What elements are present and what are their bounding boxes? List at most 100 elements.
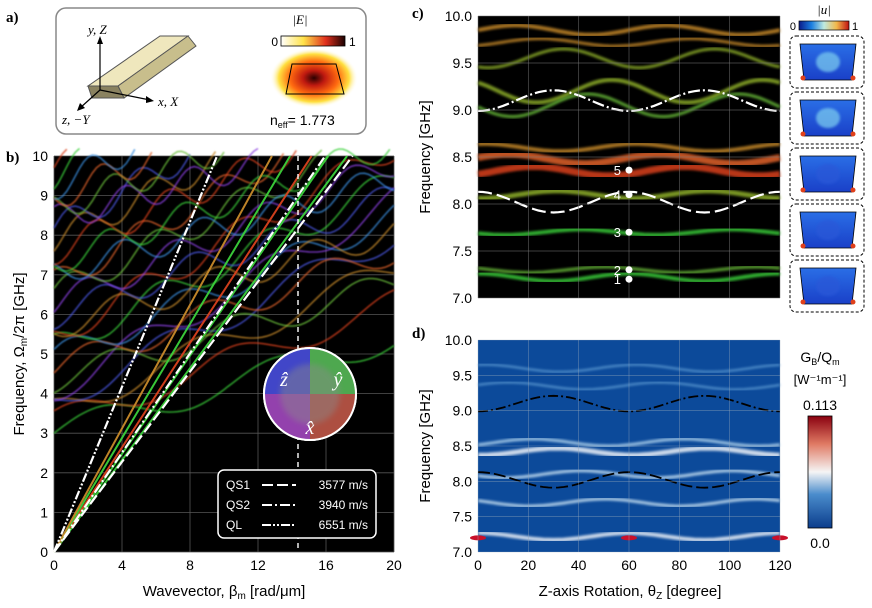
svg-text:QS1: QS1: [226, 478, 250, 492]
mode-marker-label: 1: [614, 272, 621, 287]
svg-text:3577 m/s: 3577 m/s: [319, 478, 368, 492]
svg-text:3940 m/s: 3940 m/s: [319, 498, 368, 512]
dispersion-y-ticks: 0 1 2 3 4 5 6 7 8 9 10: [32, 148, 48, 560]
mode-marker-label: 5: [614, 163, 621, 178]
legend-entry-qs1: QS1 3577 m/s: [226, 478, 368, 492]
y-tick-label: 9.0: [453, 403, 473, 419]
mode-shape-panel: 4: [789, 91, 865, 145]
x-tick-label: 0: [50, 557, 58, 573]
dispersion-y-label: Frequency, Ωm/2π [GHz]: [11, 272, 30, 435]
y-tick-label: 7.5: [453, 509, 473, 525]
dispersion-band: [53, 151, 217, 252]
acoustic-branch: [53, 155, 313, 553]
dispersion-band: [53, 148, 391, 273]
gain-colorbar-title: GB/Qm: [800, 349, 839, 367]
dispersion-band: [53, 164, 395, 313]
svg-text:6551 m/s: 6551 m/s: [319, 518, 368, 532]
y-tick-label: 7.5: [453, 243, 473, 259]
gain-x-label: Z-axis Rotation, θZ [degree]: [539, 583, 722, 602]
sound-line: [53, 155, 354, 553]
mode-marker-dot: [625, 191, 633, 199]
dispersion-band: [53, 244, 395, 402]
wheel-label-x: x̂: [305, 417, 315, 439]
y-tick-label: 10: [32, 148, 48, 164]
field-colorbar-min: 0: [271, 35, 278, 49]
panel-label-a: a): [6, 10, 19, 26]
field-colorbar: [280, 35, 346, 47]
x-tick-label: 40: [571, 557, 587, 573]
axis-label-z: z, −Y: [61, 112, 91, 127]
displacement-colorbar-title: |u|: [817, 2, 831, 17]
mode-marker-label: 3: [614, 225, 621, 240]
polarization-color-wheel: [263, 347, 357, 441]
axis-label-x: x, X: [157, 94, 179, 109]
dispersion-band: [53, 289, 395, 412]
x-tick-label: 120: [768, 557, 792, 573]
dispersion-curves: [52, 147, 395, 553]
dispersion-band: [53, 174, 395, 340]
dispersion-band: [53, 147, 81, 190]
mode-panel-label: 2: [794, 210, 800, 221]
y-tick-label: 9.5: [453, 55, 473, 71]
sound-line: [52, 155, 219, 553]
mode-marker-dot: [625, 266, 633, 274]
mode-panel-label: 1: [794, 266, 800, 277]
displacement-colorbar-min: 0: [790, 21, 796, 33]
y-tick-label: 4: [40, 386, 48, 402]
y-tick-label: 5: [40, 346, 48, 362]
legend-entry-qs2: QS2 3940 m/s: [226, 498, 368, 512]
mode-marker-dot: [625, 275, 633, 283]
x-tick-label: 16: [318, 557, 334, 573]
dispersion-band: [53, 148, 68, 169]
mode-shape-panel: 3: [789, 147, 865, 201]
gain-colorbar-max: 0.113: [803, 397, 837, 413]
waveguide-cross-section: [285, 63, 345, 95]
acoustic-branch: [53, 155, 291, 553]
dispersion-band: [53, 151, 153, 207]
x-tick-label: 100: [718, 557, 742, 573]
y-tick-label: 3: [40, 425, 48, 441]
velocity-legend: [217, 469, 377, 539]
x-tick-label: 0: [474, 557, 482, 573]
mode-panel-label: 4: [794, 98, 800, 109]
y-tick-label: 8: [40, 227, 48, 243]
dispersion-band: [53, 152, 285, 277]
svg-text:QL: QL: [226, 518, 242, 532]
dispersion-band: [53, 204, 395, 350]
gain-colorbar-min: 0.0: [810, 535, 830, 551]
y-tick-label: 8.0: [453, 473, 473, 489]
x-tick-label: 60: [621, 557, 637, 573]
gain-y-label: Frequency [GHz]: [417, 389, 434, 502]
mode-marker-label: 2: [614, 263, 621, 278]
field-mode-plot: [270, 48, 358, 108]
y-tick-label: 8.0: [453, 196, 473, 212]
x-tick-label: 20: [521, 557, 537, 573]
x-tick-label: 12: [250, 557, 266, 573]
dispersion-band: [53, 147, 259, 224]
x-tick-label: 20: [386, 557, 402, 573]
y-tick-label: 2: [40, 465, 48, 481]
axis-label-y: y, Z: [86, 22, 108, 37]
y-tick-label: 0: [40, 544, 48, 560]
y-tick-label: 7.0: [453, 544, 473, 560]
mode-panel-label: 3: [794, 154, 800, 165]
y-tick-label: 8.5: [453, 438, 473, 454]
mode-shape-panel: 5: [789, 35, 865, 89]
field-colorbar-max: 1: [349, 35, 356, 49]
displacement-colorbar: [798, 20, 850, 31]
gain-grid: [477, 339, 781, 553]
mode-marker-label: 4: [614, 188, 621, 203]
dispersion-x-label: Wavevector, βm [rad/μm]: [143, 583, 306, 602]
mode-markers: 12 3 4 5: [614, 163, 633, 287]
y-tick-label: 9.0: [453, 102, 473, 118]
y-tick-label: 1: [40, 504, 48, 520]
neff-label: neff= 1.773: [270, 112, 335, 130]
dispersion-band: [53, 153, 191, 229]
mode-shape-panel: 1: [789, 259, 865, 313]
sweep-y-ticks: 7.0 7.5 8.0 8.5 9.0 9.5 10.0: [445, 8, 472, 306]
dispersion-band: [54, 148, 136, 200]
dispersion-band: [53, 172, 395, 280]
y-tick-label: 6: [40, 306, 48, 322]
mode-shape-panels: 5 4 3 2 1: [789, 35, 865, 313]
